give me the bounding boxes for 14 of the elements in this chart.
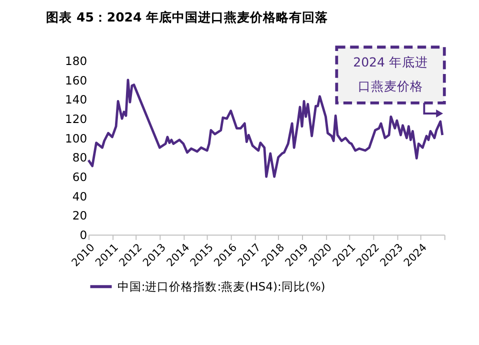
annotation: 2024 年底进口燕麦价格 — [353, 54, 428, 94]
y-tick-label: 100 — [65, 131, 88, 146]
y-tick-label: 120 — [65, 112, 88, 126]
y-tick-label: 0 — [80, 228, 88, 242]
y-tick-label: 20 — [72, 208, 88, 223]
chart-title: 图表 45：2024 年底中国进口燕麦价格略有回落 — [46, 10, 330, 25]
line-series — [87, 78, 444, 178]
y-tick-label: 140 — [65, 92, 88, 107]
y-tick-label: 160 — [65, 73, 88, 88]
legend-label: 中国:进口价格指数:燕麦(HS4):同比(%) — [117, 279, 326, 294]
y-tick-label: 40 — [72, 189, 88, 204]
y-tick-label: 60 — [72, 170, 88, 184]
y-tick-label: 80 — [72, 150, 88, 165]
y-tick-label: 180 — [65, 54, 88, 68]
